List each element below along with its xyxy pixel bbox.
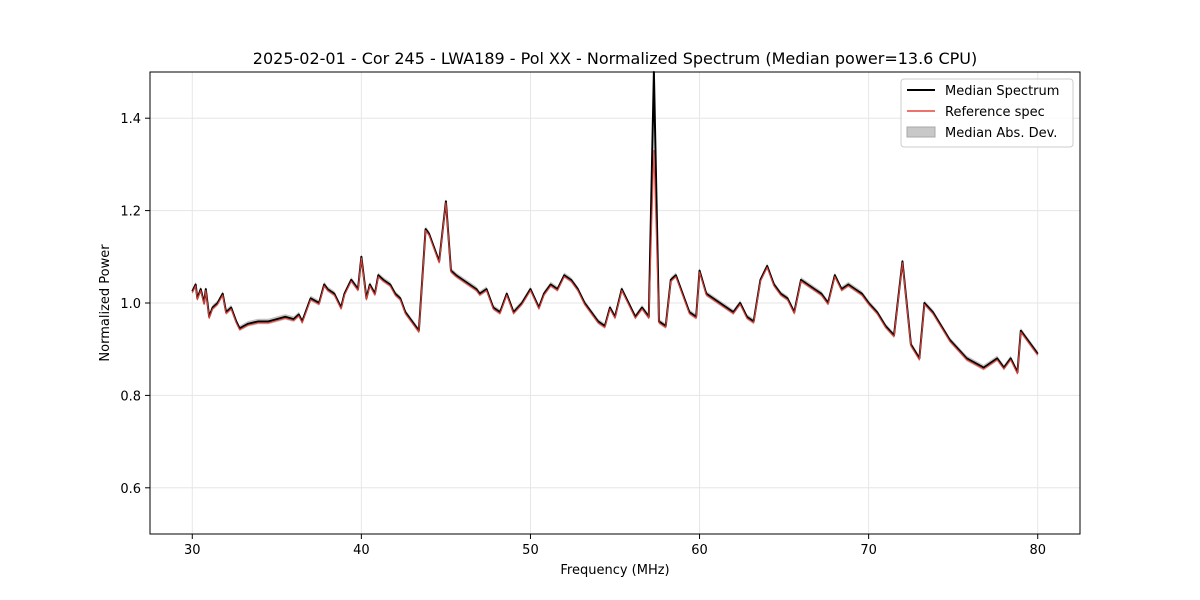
- x-tick-label: 50: [522, 543, 539, 558]
- data-series: [191, 69, 1039, 376]
- legend-mad-label: Median Abs. Dev.: [945, 126, 1057, 141]
- y-tick-label: 1.2: [120, 205, 141, 220]
- y-axis-ticks: 0.6 0.8 1.0 1.2 1.4: [120, 112, 150, 497]
- legend: Median Spectrum Reference spec Median Ab…: [900, 78, 1074, 148]
- median-spectrum-line: [191, 71, 1039, 374]
- y-tick-label: 1.4: [120, 112, 141, 127]
- reference-spectrum-line: [191, 149, 1039, 375]
- chart-title: 2025-02-01 - Cor 245 - LWA189 - Pol XX -…: [253, 49, 977, 68]
- x-tick-label: 80: [1029, 543, 1046, 558]
- legend-median-label: Median Spectrum: [945, 84, 1059, 99]
- x-tick-label: 70: [860, 543, 877, 558]
- x-tick-label: 40: [353, 543, 370, 558]
- x-tick-label: 30: [184, 543, 201, 558]
- y-tick-label: 0.8: [120, 389, 141, 404]
- y-tick-label: 0.6: [120, 482, 141, 497]
- x-tick-label: 60: [691, 543, 708, 558]
- mad-band: [192, 69, 1038, 376]
- legend-mad-swatch: [906, 126, 936, 138]
- y-tick-label: 1.0: [120, 297, 141, 312]
- legend-reference-label: Reference spec: [945, 105, 1045, 120]
- x-axis-label: Frequency (MHz): [560, 563, 669, 578]
- y-axis-label: Normalized Power: [98, 244, 113, 362]
- x-axis-ticks: 30 40 50 60 70 80: [184, 534, 1046, 558]
- legend-box: [900, 78, 1074, 148]
